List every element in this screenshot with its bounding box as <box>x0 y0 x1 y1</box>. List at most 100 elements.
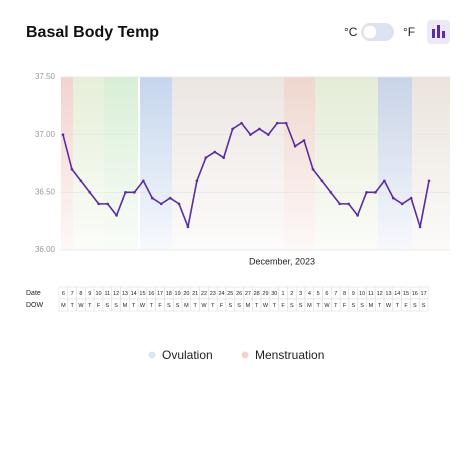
dow: W <box>201 303 207 309</box>
temp-point <box>267 133 270 136</box>
date: 12 <box>113 291 119 297</box>
toggle-knob <box>362 24 378 40</box>
chart-icon <box>432 25 445 38</box>
temp-point <box>204 156 208 160</box>
dow: S <box>290 303 294 309</box>
y-tick-label: 37.50 <box>35 72 56 81</box>
dow: W <box>324 303 330 309</box>
temp-point <box>418 225 422 229</box>
dow: S <box>422 303 426 309</box>
y-tick-label: 37.00 <box>35 130 56 139</box>
temp-point <box>177 202 181 206</box>
dow: S <box>176 303 180 309</box>
dow: S <box>114 303 118 309</box>
phase-bands <box>60 77 450 250</box>
date: 7 <box>71 291 74 297</box>
date: 10 <box>359 291 365 297</box>
dow: T <box>132 303 136 309</box>
dow: T <box>396 303 400 309</box>
temp-point <box>159 202 163 206</box>
title: Basal Body Temp <box>26 24 159 41</box>
date: 14 <box>394 291 400 297</box>
dow: W <box>78 303 84 309</box>
temp-point <box>400 202 404 206</box>
dow: M <box>123 303 128 309</box>
dow: M <box>61 303 66 309</box>
dow: T <box>334 303 338 309</box>
temp-point <box>409 196 413 200</box>
unit-c[interactable]: °C <box>344 25 358 39</box>
date: 13 <box>122 291 128 297</box>
temp-point <box>293 144 297 148</box>
dow: M <box>184 303 189 309</box>
temp-point <box>231 127 234 131</box>
temp-point <box>115 214 118 217</box>
temp-point <box>88 191 92 194</box>
temp-point <box>427 179 431 183</box>
temp-point <box>275 121 279 125</box>
temp-point <box>329 191 333 194</box>
dow: F <box>404 303 408 309</box>
date: 30 <box>271 291 277 297</box>
legend-label: Ovulation <box>162 348 213 362</box>
date: 5 <box>317 291 320 297</box>
dow: F <box>343 303 347 309</box>
temp-point <box>249 133 252 136</box>
date: 3 <box>299 291 302 297</box>
temp-point <box>391 196 395 200</box>
temp-point <box>133 191 136 194</box>
dow: T <box>193 303 197 309</box>
temp-point <box>70 167 74 171</box>
dow: T <box>150 303 154 309</box>
date: 17 <box>157 291 163 297</box>
dow: F <box>97 303 101 309</box>
temp-point <box>168 196 172 200</box>
dow: S <box>351 303 355 309</box>
dow: T <box>70 303 74 309</box>
temp-point <box>284 121 288 125</box>
date: 16 <box>412 291 418 297</box>
temp-point <box>311 167 315 171</box>
dow: W <box>263 303 269 309</box>
dow: S <box>228 303 232 309</box>
dow-cell <box>418 298 429 312</box>
date: 26 <box>236 291 242 297</box>
date: 16 <box>148 291 154 297</box>
dow: S <box>360 303 364 309</box>
date: 4 <box>308 291 311 297</box>
dow: T <box>378 303 382 309</box>
dow: T <box>316 303 320 309</box>
dow: F <box>158 303 162 309</box>
date: 14 <box>131 291 137 297</box>
date: 24 <box>218 291 224 297</box>
dow: S <box>105 303 109 309</box>
temp-point <box>124 191 127 194</box>
x-axis-label: December, 2023 <box>249 256 315 266</box>
date: 8 <box>79 291 82 297</box>
date: 17 <box>421 291 427 297</box>
temp-point <box>195 179 199 183</box>
dow: T <box>255 303 259 309</box>
y-tick-label: 36.00 <box>35 245 56 254</box>
date: 11 <box>104 291 110 297</box>
date: 22 <box>201 291 207 297</box>
dow: M <box>246 303 251 309</box>
date: 8 <box>343 291 346 297</box>
dow: T <box>211 303 215 309</box>
temp-point <box>150 196 154 200</box>
date: 6 <box>62 291 65 297</box>
dow: W <box>386 303 392 309</box>
temp-point <box>213 150 217 154</box>
date: 19 <box>175 291 181 297</box>
date: 1 <box>282 291 285 297</box>
date: 28 <box>254 291 260 297</box>
dow: S <box>237 303 241 309</box>
dow: S <box>299 303 303 309</box>
date-label: Date <box>26 290 41 297</box>
temp-point <box>79 179 83 183</box>
date: 21 <box>192 291 198 297</box>
temp-point <box>186 225 190 229</box>
date: 29 <box>262 291 268 297</box>
date: 27 <box>245 291 251 297</box>
unit-f[interactable]: °F <box>403 25 415 39</box>
